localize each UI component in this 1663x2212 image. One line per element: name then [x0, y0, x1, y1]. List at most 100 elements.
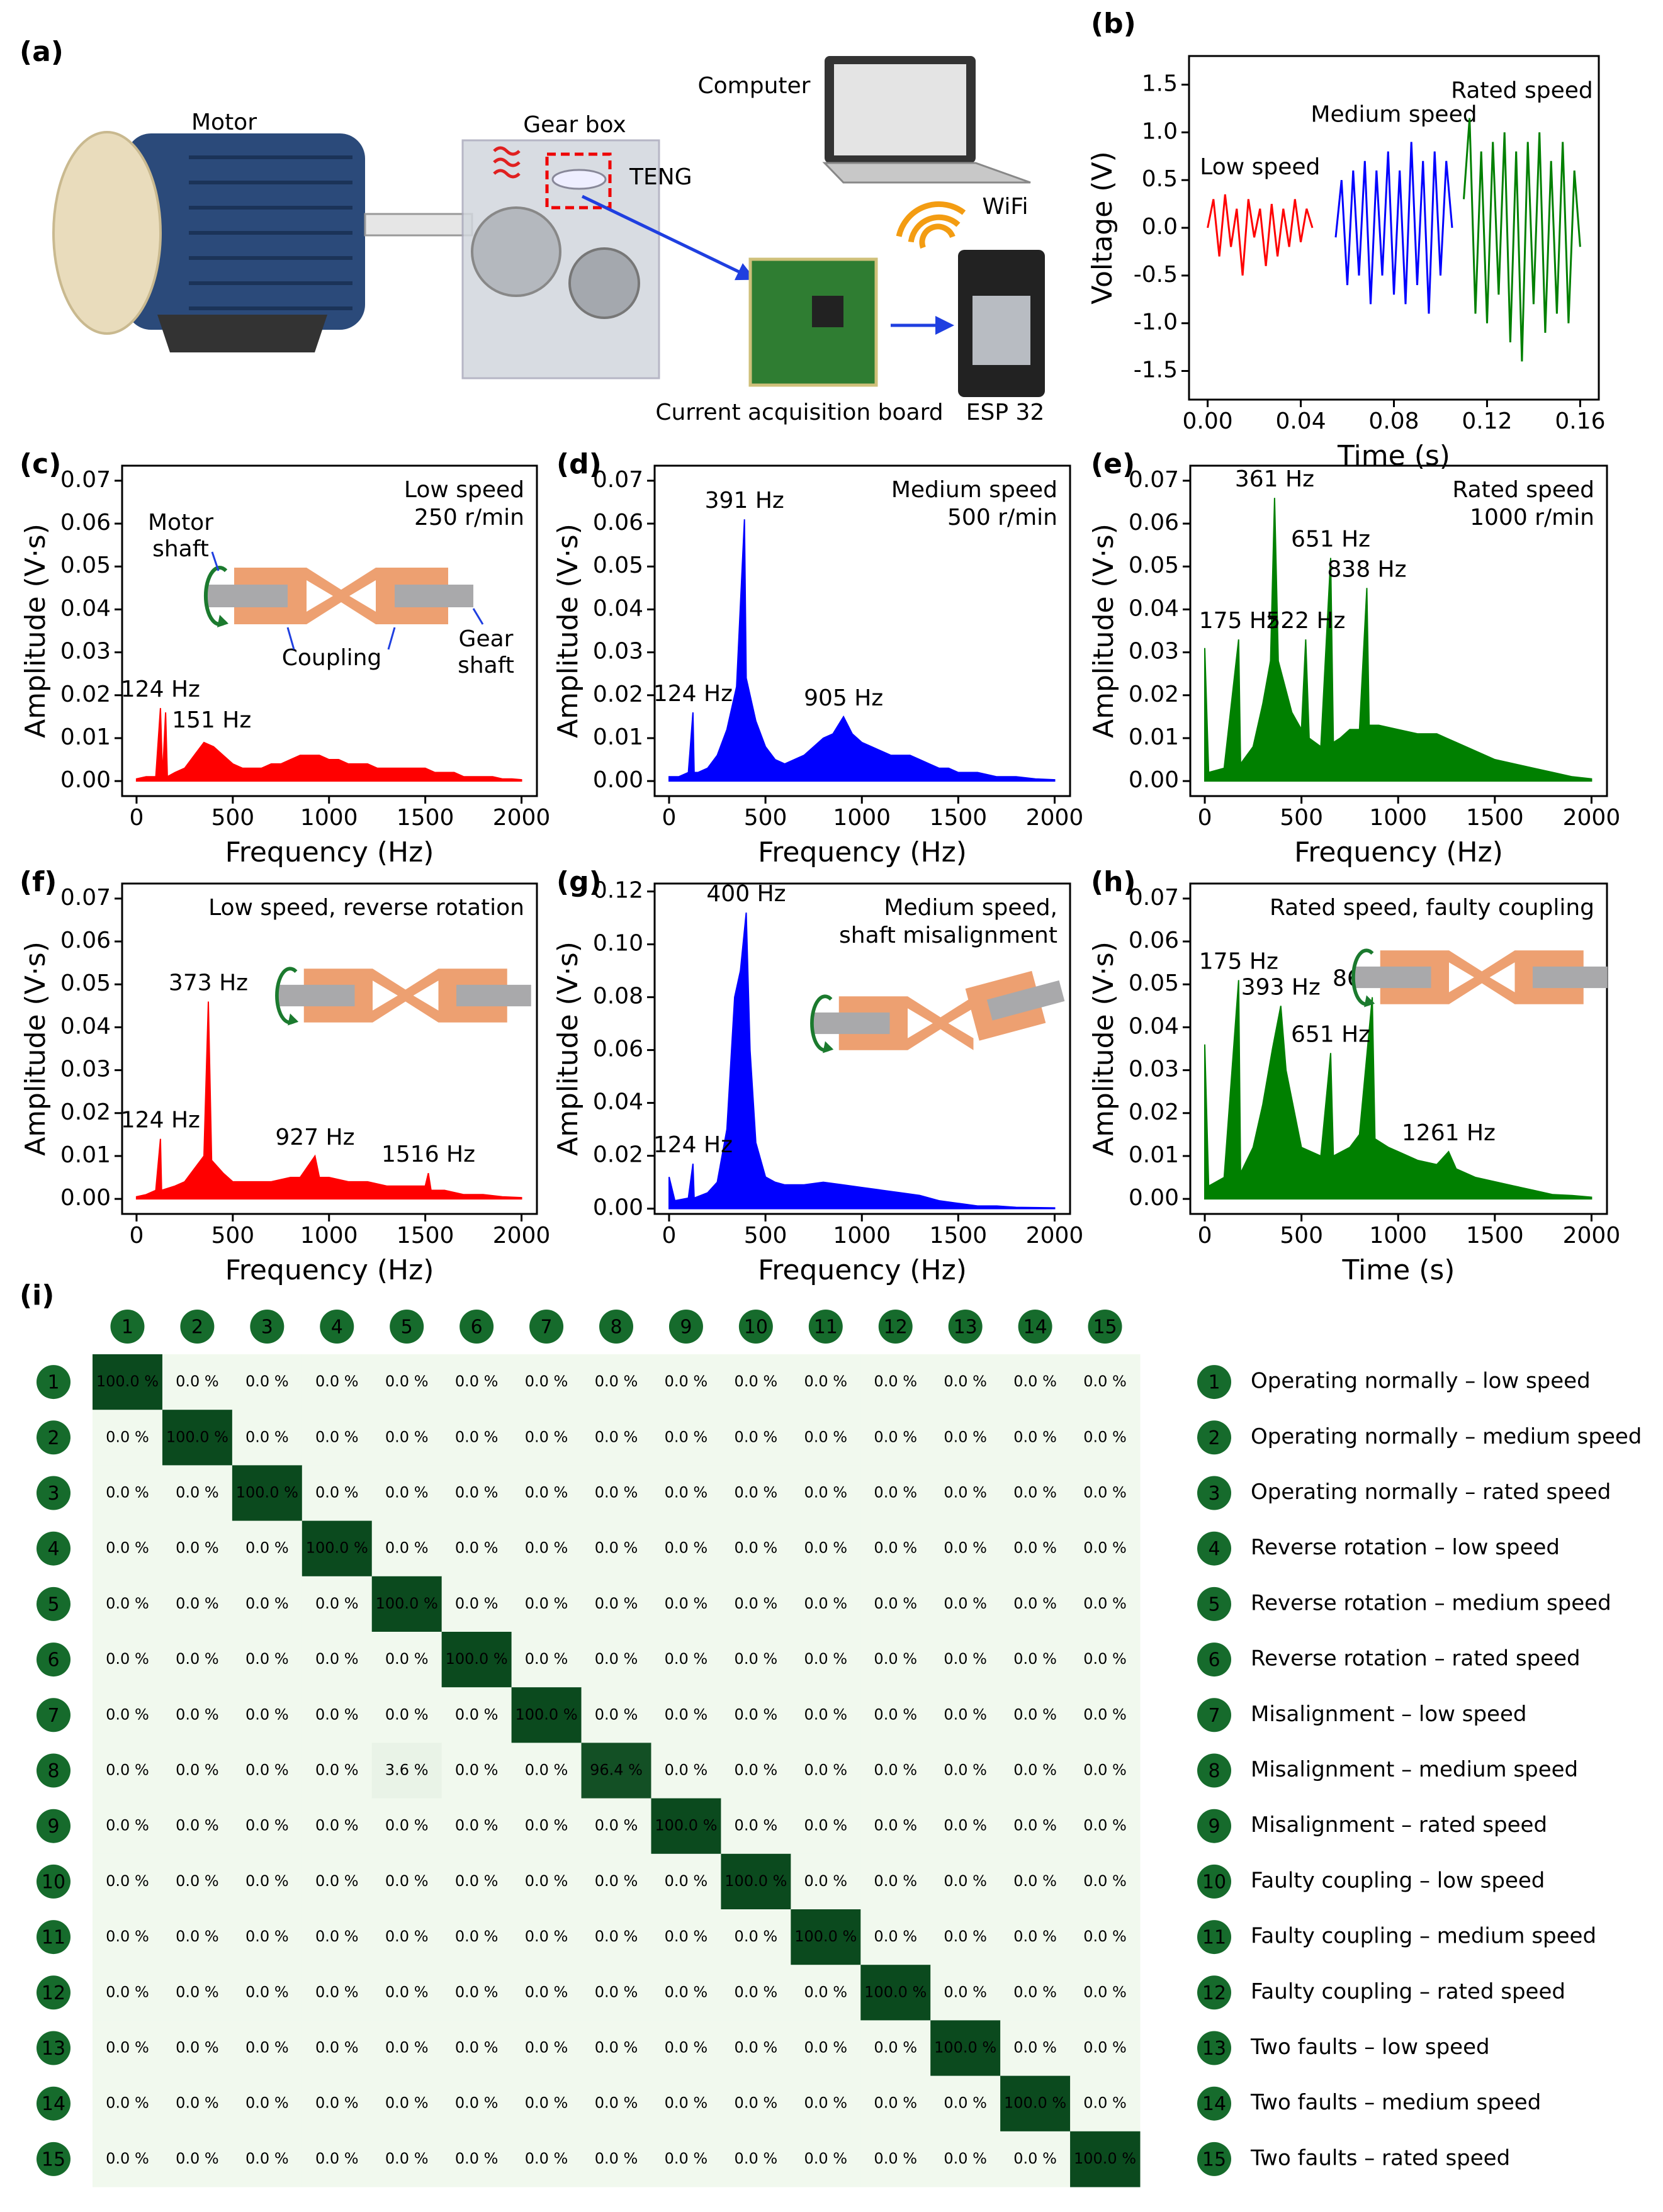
class-marker [390, 1310, 424, 1344]
heatmap-cell [930, 1909, 1001, 1965]
subtitle: 250 r/min [414, 505, 524, 531]
cell-label: 0.0 % [385, 1484, 429, 1502]
class-marker [37, 1531, 70, 1566]
x-tick-label: 500 [211, 1223, 254, 1249]
class-marker [250, 1310, 285, 1344]
class-marker [37, 2031, 70, 2065]
cell-label: 0.0 % [1083, 1595, 1127, 1612]
coupling-right [438, 968, 531, 1023]
inset-label: shaft [152, 536, 209, 562]
cell-label: 0.0 % [1083, 1872, 1127, 1890]
heatmap-cell [511, 1354, 582, 1410]
coupling-right [376, 568, 473, 624]
y-tick-label: 0.06 [593, 1036, 643, 1062]
heatmap-cell [441, 1520, 512, 1577]
heatmap-cell [371, 1687, 443, 1743]
heatmap-cell [721, 1520, 791, 1577]
heatmap-cell [441, 1743, 512, 1799]
cell-label: 0.0 % [455, 1373, 499, 1390]
heatmap-cell [1000, 1410, 1071, 1466]
legend-marker [1197, 1753, 1231, 1788]
class-marker [738, 1310, 773, 1344]
heatmap-cell [581, 1410, 651, 1466]
heatmap-cell [441, 1410, 512, 1466]
class-marker [948, 1310, 983, 1344]
cell-label: 0.0 % [1083, 1705, 1127, 1723]
cell-label: 0.0 % [1083, 2039, 1127, 2057]
heatmap-cell [721, 1354, 791, 1410]
y-category-label: 8 [47, 1760, 59, 1782]
y-tick-label: 1.5 [1142, 71, 1178, 97]
heatmap-cell [162, 1576, 233, 1632]
cell-label: 0.0 % [245, 1817, 289, 1834]
cell-label: 0.0 % [944, 1872, 987, 1890]
x-axis-title: Frequency (Hz) [758, 1254, 967, 1286]
legend-marker [1197, 1698, 1231, 1732]
rotation-arrowhead [217, 615, 228, 627]
heatmap-cell [721, 1410, 791, 1466]
heatmap-cell [162, 1853, 233, 1910]
cell-label: 0.0 % [315, 1373, 359, 1390]
heatmap-cell [1000, 1798, 1071, 1855]
heatmap-cell [860, 2131, 931, 2187]
class-marker [459, 1310, 494, 1344]
heatmap-cell [791, 2131, 861, 2187]
class-marker [529, 1310, 564, 1344]
coupling-schematic [275, 967, 531, 1026]
cell-label: 100.0 % [864, 1983, 927, 2001]
cell-label: 0.0 % [944, 1928, 987, 1945]
motor-base [157, 315, 327, 352]
gear-shaft [395, 585, 473, 607]
heatmap-cell [302, 1520, 373, 1577]
peak-label: 124 Hz [121, 1108, 200, 1133]
cell-label: 0.0 % [525, 1983, 568, 2001]
cell-label: 0.0 % [245, 1705, 289, 1723]
teng-disc [551, 169, 607, 190]
cell-label: 0.0 % [665, 1595, 708, 1612]
cell-label: 0.0 % [455, 2150, 499, 2167]
cell-label: 0.0 % [874, 1872, 917, 1890]
heatmap-cell [721, 1576, 791, 1632]
class-marker [37, 1642, 70, 1677]
class-marker [599, 1310, 633, 1344]
heatmap-cell [721, 1965, 791, 2021]
cell-label: 0.0 % [1013, 1983, 1057, 2001]
coupling-schematic [1351, 948, 1608, 1008]
coupling-joint [908, 996, 974, 1050]
cell-label: 0.0 % [455, 2094, 499, 2112]
coupling-right [965, 970, 1065, 1041]
cell-label: 0.0 % [245, 1539, 289, 1557]
panel-label: (b) [1091, 8, 1136, 40]
heatmap-cell [721, 1632, 791, 1688]
heatmap-cell [1070, 1576, 1141, 1632]
cell-label: 0.0 % [106, 1484, 149, 1502]
panel-label: (d) [556, 448, 602, 480]
cell-label: 0.0 % [176, 1595, 219, 1612]
cell-label: 0.0 % [315, 2094, 359, 2112]
cell-label: 0.0 % [315, 1484, 359, 1502]
cell-label: 0.0 % [1013, 1595, 1057, 1612]
cell-label: 0.0 % [176, 1983, 219, 2001]
peak-label: 373 Hz [169, 970, 248, 996]
leader-line [286, 627, 295, 650]
x-axis-title: Frequency (Hz) [225, 836, 434, 868]
heatmap-cell [581, 2131, 651, 2187]
legend-label: Misalignment – rated speed [1251, 1812, 1547, 1838]
legend-label: Two faults – low speed [1250, 2035, 1490, 2060]
legend-label: Operating normally – medium speed [1251, 1424, 1642, 1449]
cell-label: 0.0 % [385, 1428, 429, 1446]
y-tick-label: 0.00 [60, 1185, 111, 1211]
cell-label: 0.0 % [1013, 1761, 1057, 1779]
leader-line [211, 551, 220, 571]
heatmap-cell [651, 1632, 721, 1688]
heatmap-cell [93, 2020, 163, 2077]
legend-label: Faulty coupling – low speed [1251, 1868, 1545, 1893]
x-tick-label: 0 [129, 1223, 144, 1249]
heatmap-cell [441, 1909, 512, 1965]
heatmap-cell [791, 1520, 861, 1577]
y-tick-label: 0.04 [1129, 595, 1179, 621]
cell-label: 0.0 % [1083, 1650, 1127, 1668]
y-category-label: 12 [42, 1982, 65, 2004]
y-tick-label: 0.07 [60, 885, 111, 911]
heatmap-cell [791, 1909, 861, 1965]
